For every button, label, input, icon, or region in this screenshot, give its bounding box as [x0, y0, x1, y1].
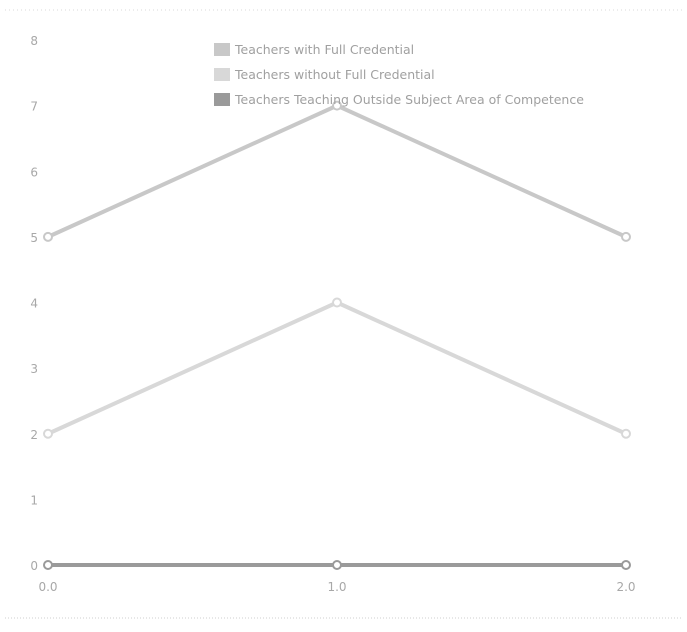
legend-label: Teachers with Full Credential — [234, 42, 414, 57]
x-tick-label: 0.0 — [38, 580, 57, 594]
y-tick-label: 0 — [30, 559, 38, 573]
data-point — [332, 100, 342, 111]
y-tick-label: 3 — [30, 362, 38, 376]
data-point — [621, 231, 631, 242]
legend-label: Teachers Teaching Outside Subject Area o… — [234, 92, 584, 107]
y-axis-ticks: 0 1 2 3 4 5 6 7 8 — [30, 34, 38, 573]
data-point — [332, 560, 342, 570]
series-points — [43, 100, 631, 570]
data-point — [43, 560, 53, 570]
x-axis-ticks: 0.0 1.0 2.0 — [38, 580, 635, 594]
x-tick-label: 2.0 — [616, 580, 635, 594]
x-tick-label: 1.0 — [327, 580, 346, 594]
y-tick-label: 7 — [30, 100, 38, 114]
chart-legend: Teachers with Full Credential Teachers wi… — [214, 42, 584, 107]
y-tick-label: 8 — [30, 34, 38, 48]
data-point — [621, 428, 631, 439]
y-tick-label: 5 — [30, 231, 38, 245]
y-tick-label: 6 — [30, 165, 38, 179]
legend-swatch — [214, 93, 230, 106]
series-line — [46, 103, 628, 239]
y-tick-label: 4 — [30, 297, 38, 311]
legend-swatch — [214, 68, 230, 81]
data-point — [43, 428, 53, 439]
series-line — [46, 300, 628, 436]
series-lines — [46, 103, 628, 567]
y-tick-label: 2 — [30, 428, 38, 442]
y-tick-label: 1 — [30, 493, 38, 507]
data-point — [332, 297, 342, 308]
legend-swatch — [214, 43, 230, 56]
data-point — [43, 231, 53, 242]
data-point — [621, 560, 631, 570]
legend-label: Teachers without Full Credential — [234, 67, 435, 82]
